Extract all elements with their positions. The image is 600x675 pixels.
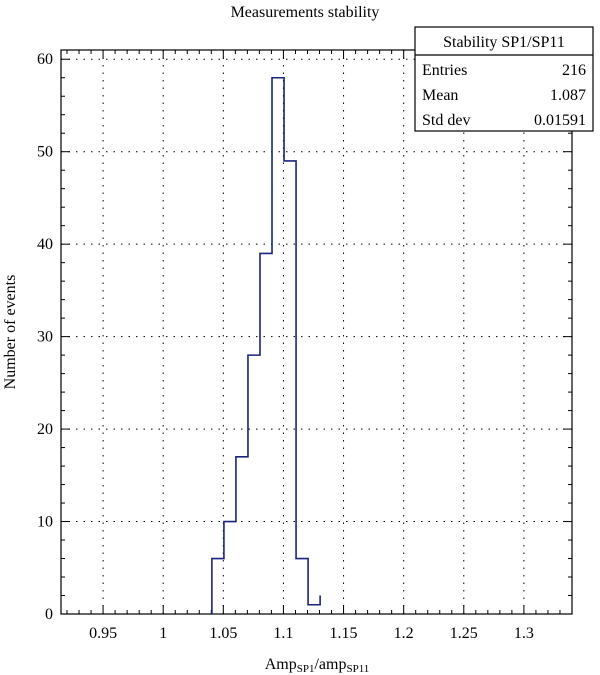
stats-entries-value: 216	[562, 62, 586, 79]
y-axis-label: Number of events	[2, 275, 19, 390]
chart-title: Measurements stability	[231, 4, 380, 21]
stats-box-title: Stability SP1/SP11	[443, 34, 565, 51]
y-tick-label: 30	[37, 329, 53, 346]
x-tick-label: 1	[159, 625, 167, 642]
x-tick-labels: 0.95 1 1.05 1.1 1.15 1.2 1.25 1.3	[89, 625, 534, 642]
x-axis-label-sub1: SP1	[297, 663, 315, 675]
y-tick-label: 0	[45, 606, 53, 623]
x-tick-label: 1.25	[450, 625, 478, 642]
y-tick-label: 60	[37, 51, 53, 68]
y-tick-label: 10	[37, 514, 53, 531]
stats-mean-label: Mean	[422, 87, 458, 104]
y-tick-labels: 0 10 20 30 40 50 60	[37, 51, 53, 623]
x-axis-label-main: Amp	[265, 656, 297, 673]
y-tick-label: 50	[37, 144, 53, 161]
x-tick-label: 1.3	[514, 625, 534, 642]
plot-frame	[60, 49, 573, 615]
x-axis-label-mid: /amp	[314, 656, 346, 673]
x-tick-label: 1.15	[330, 625, 358, 642]
x-tick-label: 1.1	[273, 625, 293, 642]
x-tick-label: 1.05	[209, 625, 237, 642]
stats-box: Stability SP1/SP11 Entries 216 Mean 1.08…	[414, 26, 594, 132]
stats-mean-value: 1.087	[550, 87, 586, 104]
axis-ticks	[61, 50, 573, 615]
stats-stddev-value: 0.01591	[534, 112, 586, 129]
y-tick-label: 20	[37, 421, 53, 438]
histogram-outline	[211, 76, 321, 614]
stats-entries-label: Entries	[422, 62, 467, 79]
y-tick-label: 40	[37, 236, 53, 253]
x-axis-label: AmpSP1/ampSP11	[265, 656, 370, 675]
x-axis-label-sub2: SP11	[346, 663, 369, 675]
x-tick-label: 1.2	[394, 625, 414, 642]
stats-box-frame	[414, 26, 594, 132]
grid-lines	[61, 50, 572, 614]
stats-stddev-label: Std dev	[422, 112, 470, 129]
x-tick-label: 0.95	[89, 625, 117, 642]
